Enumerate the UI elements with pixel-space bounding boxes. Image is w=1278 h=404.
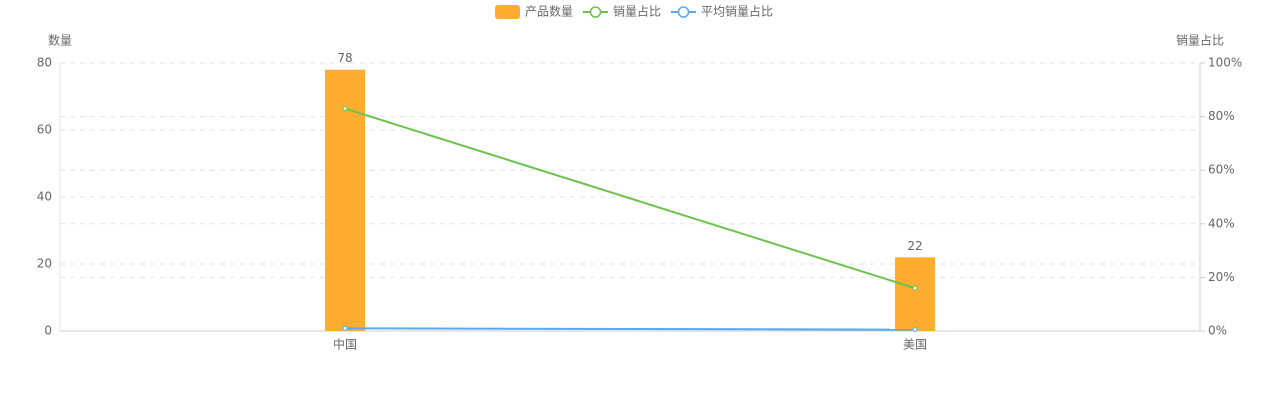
y-tick-label: 0 <box>44 324 52 338</box>
y2-axis-label: 销量占比 <box>1176 33 1224 48</box>
line-point <box>912 327 918 333</box>
y2-tick-label: 0% <box>1208 324 1227 338</box>
line-point <box>342 106 348 112</box>
y2-tick-label: 60% <box>1208 163 1235 177</box>
line-point <box>342 325 348 331</box>
y2-tick-label: 40% <box>1208 216 1235 230</box>
legend-label: 销量占比 <box>613 4 661 19</box>
line <box>344 327 916 331</box>
line <box>344 107 916 290</box>
x-tick-label: 中国 <box>333 337 357 352</box>
line-point <box>912 285 918 291</box>
legend-marker <box>495 5 520 19</box>
y-tick-label: 80 <box>37 56 52 70</box>
legend-label: 平均销量占比 <box>701 4 773 19</box>
legend-label: 产品数量 <box>525 4 573 19</box>
bar <box>895 257 935 331</box>
y-tick-label: 40 <box>37 190 52 204</box>
legend-marker <box>589 6 602 18</box>
data-label: 78 <box>337 51 352 65</box>
legend-marker <box>677 6 690 18</box>
data-label: 22 <box>907 239 922 253</box>
y-tick-label: 20 <box>37 257 52 271</box>
y2-tick-label: 100% <box>1208 56 1242 70</box>
y-tick-label: 60 <box>37 123 52 137</box>
y-axis-label: 数量 <box>48 33 72 48</box>
y2-tick-label: 80% <box>1208 109 1235 123</box>
y2-tick-label: 20% <box>1208 270 1235 284</box>
x-tick-label: 美国 <box>903 338 927 352</box>
